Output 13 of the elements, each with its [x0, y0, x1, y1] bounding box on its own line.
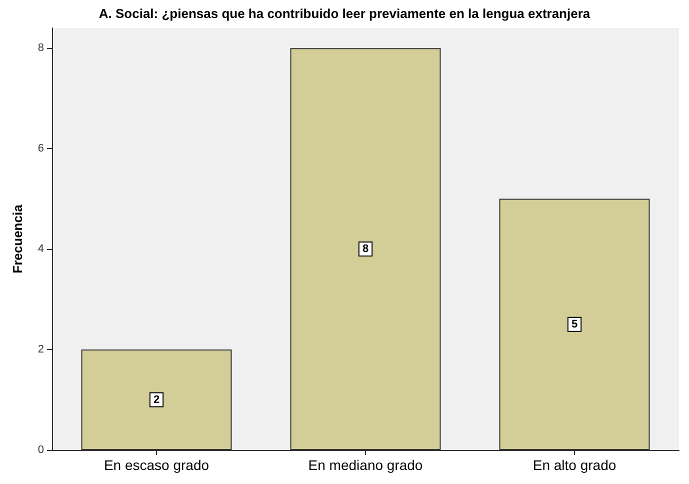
- y-tick-label: 6: [38, 142, 44, 155]
- data-label: 8: [362, 243, 369, 256]
- data-label: 5: [571, 318, 578, 330]
- y-tick-label: 8: [38, 42, 44, 54]
- y-axis-title: Frecuencia: [10, 204, 25, 274]
- x-tick-label: En alto grado: [532, 457, 616, 473]
- y-tick-label: 4: [38, 243, 44, 256]
- chart-title: A. Social: ¿piensas que ha contribuido leer previamente en la lengua extranjera: [98, 6, 591, 21]
- x-tick-label: En mediano grado: [308, 457, 423, 473]
- data-label: 2: [153, 394, 160, 406]
- y-tick-label: 0: [38, 444, 44, 456]
- y-tick-label: 2: [38, 344, 44, 356]
- x-tick-label: En escaso grado: [104, 457, 210, 473]
